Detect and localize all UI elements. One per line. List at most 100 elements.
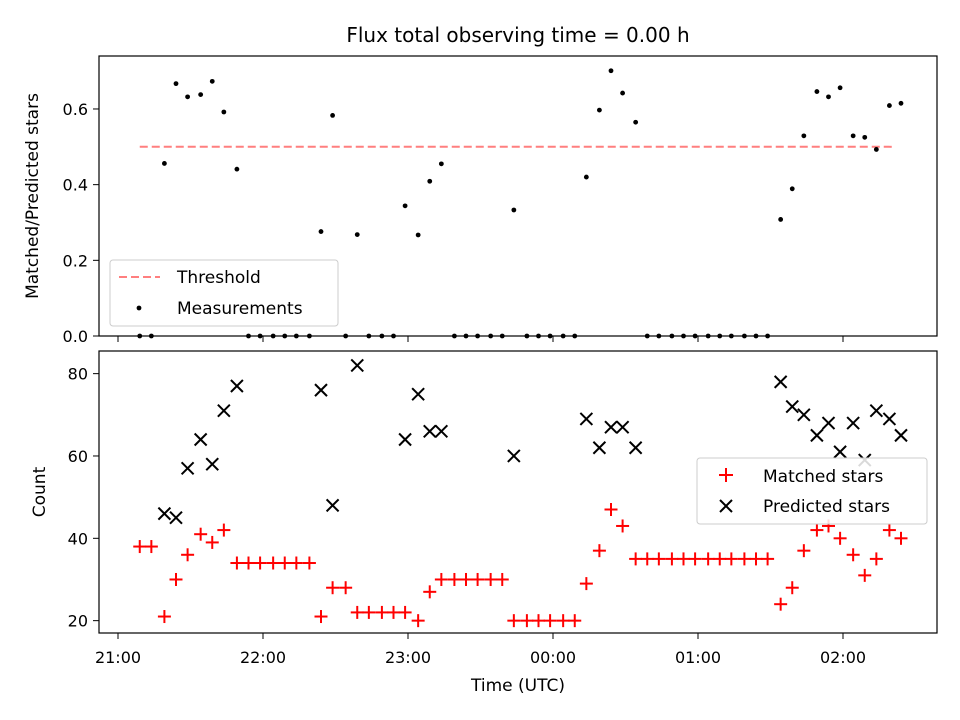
threshold-legend-label: Threshold [176,268,261,288]
predicted-star-marker [205,457,219,471]
measurement-point [354,232,360,237]
matched-star-marker [314,610,328,624]
measurement-point [198,92,204,97]
predicted-star-marker [785,399,799,414]
bottom-y-tick-label: 80 [68,365,88,384]
matched-star-marker [205,535,219,549]
top-y-tick-label: 0.6 [63,100,88,119]
matched-stars-layer [133,502,908,628]
measurement-point [173,81,179,87]
measurement-point [185,94,191,100]
matched-star-marker [568,614,582,628]
bottom-y-tick-label: 20 [68,612,88,631]
matched-star-marker [724,552,738,566]
measurement-point [608,68,614,74]
matched-stars-legend-marker [719,468,733,482]
predicted-star-marker [869,403,884,418]
matched-star-marker [253,556,267,570]
x-axis-label: Time (UTC) [470,676,565,696]
predicted-star-marker [894,428,908,443]
matched-star-marker [133,540,147,554]
predicted-star-marker [157,506,172,521]
matched-star-marker [749,552,763,566]
matched-star-marker [713,552,727,566]
predicted-stars-legend-label: Predicted stars [763,497,890,517]
predicted-star-marker [350,358,364,373]
bottom-x-ticks: 21:00 22:00 23:00 00:00 01:00 02:00 [95,633,866,667]
matched-star-marker [652,552,666,566]
x-tick-label: 22:00 [240,648,286,667]
top-legend: Threshold Measurements [109,259,339,327]
predicted-star-marker [579,412,594,426]
chart-title: Flux total observing time = 0.00 h [346,23,689,47]
top-y-tick-label: 0.0 [63,327,88,346]
matched-star-marker [398,605,412,619]
matched-star-marker [846,548,860,562]
matched-star-marker [423,585,437,599]
matched-star-marker [471,572,485,586]
measurement-point [873,147,879,152]
matched-star-marker [326,581,340,595]
top-x-ticks [117,336,844,342]
bottom-y-axis-label: Count [30,466,50,517]
predicted-star-marker [507,449,521,463]
measurement-point [826,94,831,100]
matched-star-marker [894,531,908,545]
matched-star-marker [785,581,799,595]
matched-star-marker [266,556,280,570]
matched-star-marker [157,610,171,624]
matched-star-marker [181,548,195,562]
measurement-point [402,203,408,209]
top-y-tick-label: 0.2 [63,251,88,270]
measurement-point [837,85,843,91]
measurement-point [162,161,167,166]
matched-star-marker [484,572,498,586]
matched-star-marker [592,544,606,558]
predicted-star-marker [411,387,425,401]
x-tick-label: 21:00 [95,648,141,667]
matched-star-marker [737,552,751,566]
matched-star-marker [375,605,389,619]
measurement-point [221,109,227,115]
matched-star-marker [556,614,570,628]
matched-star-marker [640,552,654,566]
matched-star-marker [629,552,643,566]
predicted-star-marker [628,441,643,455]
predicted-star-marker [169,511,183,525]
measurement-point [330,113,335,118]
measurement-point [801,133,807,139]
matched-star-marker [665,552,679,566]
measurement-point [850,133,856,139]
predicted-star-marker [217,403,231,418]
predicted-star-marker [615,420,630,434]
measurement-point [862,134,868,140]
matched-star-marker [434,572,448,586]
predicted-star-marker [434,424,449,438]
measurement-point [898,100,904,106]
matched-star-marker [387,605,400,619]
top-y-ticks: 0.0 0.2 0.4 0.6 [63,100,99,346]
measurements-legend-label: Measurements [177,299,303,319]
matched-star-marker [217,523,231,537]
predicted-star-marker [325,498,340,513]
measurement-point [633,119,639,125]
predicted-star-marker [833,445,847,459]
matched-star-marker [869,552,883,566]
matched-star-marker [362,605,376,619]
matched-star-marker [459,572,473,586]
matched-star-marker [761,552,775,566]
predicted-star-marker [604,420,618,434]
measurement-point [789,186,795,192]
matched-star-marker [701,552,715,566]
matched-star-marker [350,605,364,619]
matched-star-marker [579,577,593,591]
matched-star-marker [230,556,244,570]
matched-star-marker [677,552,690,566]
measurement-point [583,174,589,180]
x-tick-label: 23:00 [385,648,431,667]
matched-star-marker [447,572,461,586]
top-plot-frame [98,55,938,337]
x-tick-label: 02:00 [820,648,866,667]
predicted-star-marker [180,461,195,476]
matched-star-marker [797,544,811,558]
